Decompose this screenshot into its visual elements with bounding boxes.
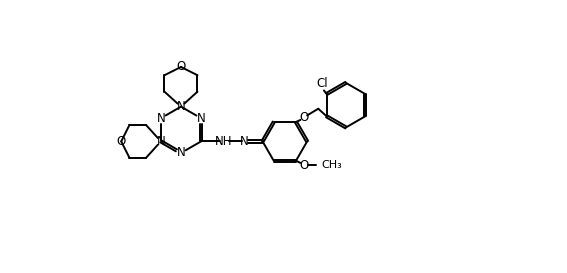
Text: N: N <box>156 135 166 148</box>
Text: O: O <box>299 159 308 172</box>
Text: NH: NH <box>214 135 232 148</box>
Text: Cl: Cl <box>316 77 328 90</box>
Text: N: N <box>156 112 166 125</box>
Text: N: N <box>176 100 185 113</box>
Text: N: N <box>176 147 185 159</box>
Text: N: N <box>240 135 249 148</box>
Text: CH₃: CH₃ <box>321 160 342 170</box>
Text: N: N <box>197 112 205 125</box>
Text: O: O <box>299 111 308 124</box>
Text: O: O <box>176 60 185 73</box>
Text: O: O <box>117 135 126 148</box>
